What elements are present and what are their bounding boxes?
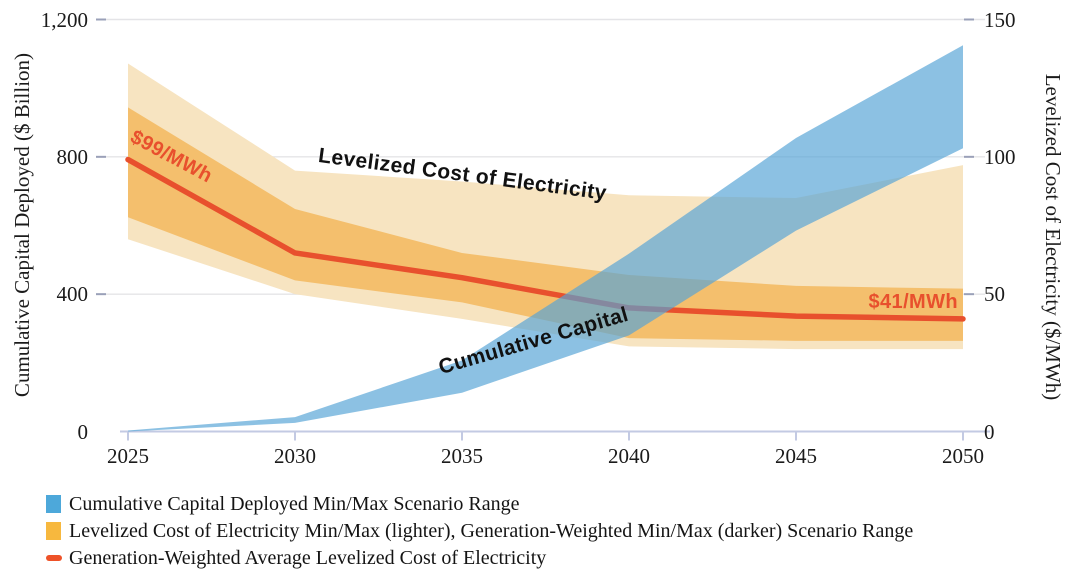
x-tick-label: 2030 xyxy=(274,444,316,468)
x-tick-label: 2035 xyxy=(441,444,483,468)
cumulative-capital-band xyxy=(128,45,963,432)
legend-item-lcoe-range: Levelized Cost of Electricity Min/Max (l… xyxy=(46,517,913,544)
legend: Cumulative Capital Deployed Min/Max Scen… xyxy=(46,490,913,571)
y-right-tick-label: 150 xyxy=(984,7,1016,32)
y-left-tick-label: 1,200 xyxy=(40,7,88,32)
legend-item-capital-range: Cumulative Capital Deployed Min/Max Scen… xyxy=(46,490,913,517)
x-tick-label: 2025 xyxy=(107,444,149,468)
left-axis-title: Cumulative Capital Deployed ($ Billion) xyxy=(10,52,34,398)
generation-weighted-minmax-dark-band xyxy=(128,107,963,341)
y-left-tick-label: 0 xyxy=(77,419,89,444)
legend-label: Levelized Cost of Electricity Min/Max (l… xyxy=(69,519,914,542)
y-right-tick-label: 0 xyxy=(984,419,995,444)
x-tick-label: 2040 xyxy=(608,444,650,468)
avg-lcoe-dash-icon xyxy=(46,554,62,561)
y-left-tick-label: 800 xyxy=(56,144,89,169)
lcoe-range-swatch-icon xyxy=(46,521,61,540)
generation-weighted-average-lcoe-line xyxy=(125,156,966,322)
capital-range-swatch-icon xyxy=(46,494,61,513)
legend-item-avg-lcoe: Generation-Weighted Average Levelized Co… xyxy=(46,544,913,571)
legend-label: Generation-Weighted Average Levelized Co… xyxy=(69,546,547,569)
x-tick-label: 2050 xyxy=(942,444,984,468)
y-right-tick-label: 100 xyxy=(984,144,1016,169)
x-tick-label: 2045 xyxy=(775,444,817,468)
price-end-annotation: $41/MWh xyxy=(868,291,958,313)
legend-label: Cumulative Capital Deployed Min/Max Scen… xyxy=(69,492,520,515)
y-left-tick-label: 400 xyxy=(56,282,89,307)
right-axis-title: Levelized Cost of Electricity ($/MWh) xyxy=(1041,73,1065,401)
y-right-tick-label: 50 xyxy=(984,282,1005,307)
